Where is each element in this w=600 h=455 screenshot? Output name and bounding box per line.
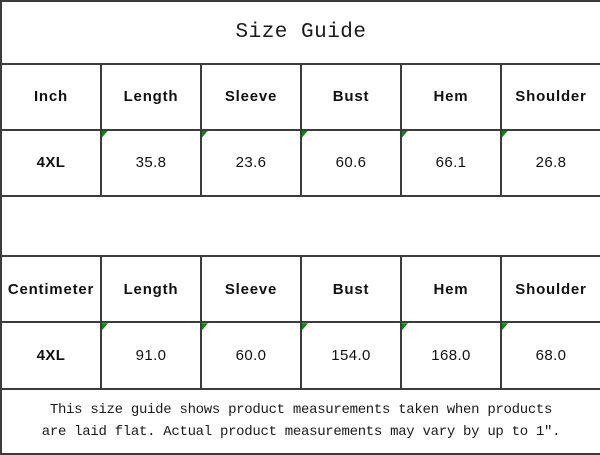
corner-marker-icon	[303, 131, 308, 138]
measurement-cell: 35.8	[100, 128, 202, 197]
header-cell-inch: Inch	[0, 63, 102, 131]
header-cell-bust: Bust	[300, 63, 402, 131]
footer-line-2: are laid flat. Actual product measuremen…	[41, 424, 561, 441]
corner-marker-icon	[503, 324, 508, 331]
corner-marker-icon	[403, 324, 408, 331]
inch-data-row: 4XL 35.8 23.6 60.6 66.1 26.8	[0, 128, 600, 197]
size-label-cell: 4XL	[0, 321, 102, 390]
footer-note: This size guide shows product measuremen…	[0, 387, 600, 455]
size-label-cell: 4XL	[0, 128, 102, 197]
header-cell-sleeve: Sleeve	[200, 63, 302, 131]
footer-row: This size guide shows product measuremen…	[0, 387, 600, 455]
measurement-value: 60.6	[335, 154, 367, 172]
measurement-value: 68.0	[535, 346, 567, 364]
spacer-cell	[0, 194, 600, 257]
measurement-cell: 91.0	[100, 321, 202, 390]
cm-header-row: Centimeter Length Sleeve Bust Hem Should…	[0, 254, 600, 324]
header-cell-hem: Hem	[400, 63, 502, 131]
header-cell-shoulder: Shoulder	[500, 254, 600, 324]
measurement-cell: 23.6	[200, 128, 302, 197]
header-cell-shoulder: Shoulder	[500, 63, 600, 131]
measurement-value: 154.0	[331, 346, 371, 364]
inch-header-row: Inch Length Sleeve Bust Hem Shoulder	[0, 63, 600, 131]
cm-data-row: 4XL 91.0 60.0 154.0 168.0 68.0	[0, 321, 600, 390]
corner-marker-icon	[203, 131, 208, 138]
measurement-value: 168.0	[431, 346, 471, 364]
measurement-cell: 168.0	[400, 321, 502, 390]
footer-line-1: This size guide shows product measuremen…	[49, 401, 553, 418]
spacer-row	[0, 194, 600, 257]
corner-marker-icon	[103, 324, 108, 331]
corner-marker-icon	[403, 131, 408, 138]
corner-marker-icon	[503, 131, 508, 138]
measurement-value: 35.8	[135, 154, 167, 172]
measurement-value: 91.0	[135, 346, 167, 364]
header-cell-length: Length	[100, 63, 202, 131]
measurement-cell: 66.1	[400, 128, 502, 197]
measurement-value: 23.6	[235, 154, 267, 172]
header-cell-centimeter: Centimeter	[0, 254, 102, 324]
title-row: Size Guide	[0, 0, 600, 66]
measurement-value: 66.1	[435, 154, 467, 172]
corner-marker-icon	[203, 324, 208, 331]
measurement-cell: 68.0	[500, 321, 600, 390]
measurement-value: 60.0	[235, 346, 267, 364]
measurement-cell: 154.0	[300, 321, 402, 390]
header-cell-hem: Hem	[400, 254, 502, 324]
measurement-cell: 26.8	[500, 128, 600, 197]
header-cell-sleeve: Sleeve	[200, 254, 302, 324]
corner-marker-icon	[103, 131, 108, 138]
corner-marker-icon	[303, 324, 308, 331]
measurement-cell: 60.6	[300, 128, 402, 197]
header-cell-length: Length	[100, 254, 202, 324]
measurement-value: 26.8	[535, 154, 567, 172]
page-title: Size Guide	[0, 0, 600, 66]
header-cell-bust: Bust	[300, 254, 402, 324]
measurement-cell: 60.0	[200, 321, 302, 390]
